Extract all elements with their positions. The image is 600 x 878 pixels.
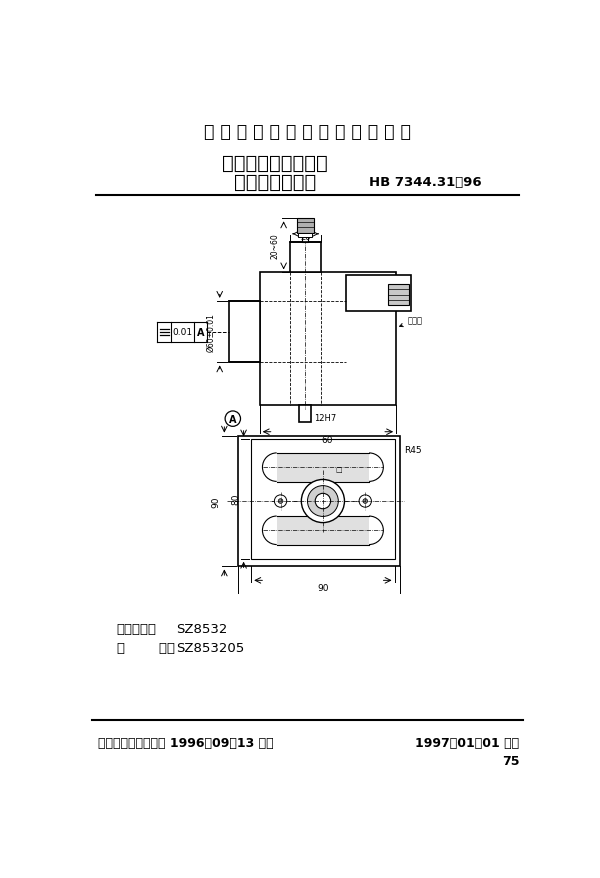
Bar [238,436,400,567]
Text: 中 华 人 民 共 和 国 航 空 工 业 标 准: 中 华 人 民 共 和 国 航 空 工 业 标 准 [204,123,411,141]
Bar [346,276,412,312]
Text: 1997－01－01 实施: 1997－01－01 实施 [415,736,519,749]
Text: 90: 90 [317,584,329,593]
Text: 一阶定位压紧座: 一阶定位压紧座 [234,173,316,191]
Circle shape [301,480,344,523]
Bar [290,242,322,273]
Text: 中国航空工业总公司 1996－09－13 发布: 中国航空工业总公司 1996－09－13 发布 [98,736,274,749]
Text: □: □ [335,467,341,473]
Text: SZ8532: SZ8532 [176,622,228,635]
Bar [251,440,395,559]
Bar [297,220,314,234]
Circle shape [274,495,287,507]
Circle shape [315,493,331,509]
Text: A: A [197,327,204,337]
Text: 60: 60 [322,435,333,444]
Bar [277,454,369,482]
Text: 20: 20 [300,233,310,241]
Circle shape [359,495,371,507]
Circle shape [308,486,338,517]
Text: 数控机床用夹具元件: 数控机床用夹具元件 [222,154,328,173]
Text: 0.01: 0.01 [173,327,193,337]
Bar [229,301,260,363]
Bar [298,234,312,238]
Text: 80: 80 [232,493,241,505]
Bar [388,284,409,306]
Text: SZ853205: SZ853205 [176,641,245,654]
Text: A: A [229,414,236,424]
Text: Ø60±0.01: Ø60±0.01 [206,313,215,352]
Circle shape [225,412,241,427]
Text: R45: R45 [404,445,421,455]
Bar [277,517,369,545]
Text: HB 7344.31－96: HB 7344.31－96 [369,176,482,189]
Text: 标        记：: 标 记： [116,641,175,654]
Text: 75: 75 [502,754,519,767]
Text: 20~60: 20~60 [271,234,280,259]
Bar [302,225,308,242]
Text: 分类代号：: 分类代号： [116,622,157,635]
Bar [299,406,311,422]
Circle shape [278,500,283,504]
Bar [260,273,396,406]
Text: 90: 90 [211,496,220,507]
Circle shape [363,500,368,504]
Text: 粗纹处: 粗纹处 [400,316,422,327]
Text: 12H7: 12H7 [314,414,337,423]
